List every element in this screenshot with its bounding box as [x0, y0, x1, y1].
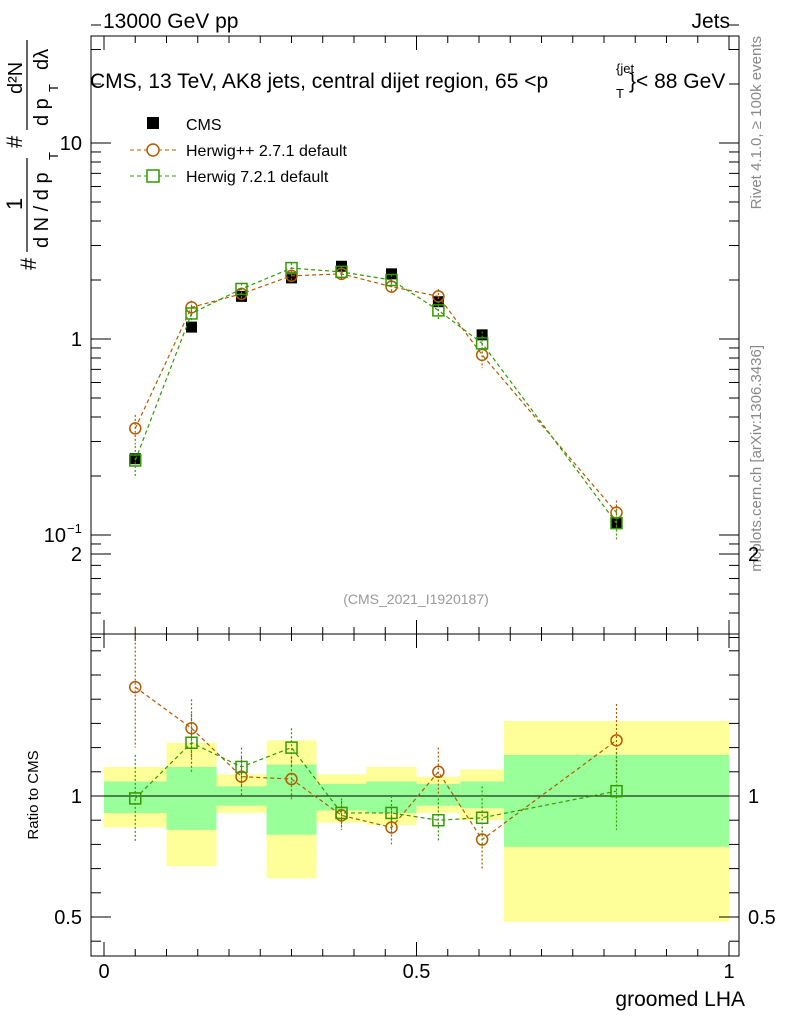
- ylabel-dn-dpt: d N / d p: [31, 172, 53, 248]
- ylabel-one: 1: [2, 198, 27, 210]
- cms-data-point: [286, 272, 297, 284]
- ratio-xtick-label: 0: [98, 961, 109, 983]
- ratio-xtick-label: 0.5: [403, 961, 431, 983]
- ratio-ytick-label: 0.5: [54, 907, 82, 929]
- series-line-2: [134, 267, 617, 524]
- series-line-1: [134, 273, 617, 514]
- ratio-xtick-label: 1: [723, 961, 734, 983]
- ratio-herwigpp-point: [285, 772, 298, 786]
- ratio-herwigpp-point: [432, 765, 445, 779]
- ratio-panel-frame: [90, 633, 740, 957]
- herwigpp-point: [475, 348, 489, 362]
- ylabel-hash: #: [16, 257, 41, 270]
- herwigpp-point: [285, 269, 298, 283]
- ylabel-hash-2: #: [2, 135, 27, 148]
- rivet-version-label: Rivet 4.1.0, ≥ 100k events: [748, 36, 765, 209]
- mcplots-reference-label: mcplots.cern.ch [arXiv:1306.3436]: [748, 345, 765, 572]
- main-ytick-label: 10: [44, 525, 66, 547]
- ylabel-dpt: d p: [31, 98, 53, 126]
- ratio-panel: 0.5 0.5 1 1 2 2 0 0.5 1: [54, 544, 776, 983]
- energy-label: 13000 GeV pp: [103, 10, 238, 33]
- ratio-ytick-label: 2: [71, 544, 82, 566]
- ratio-herwig7-point: [185, 736, 198, 750]
- main-ytick-label-exponent: −1: [67, 521, 82, 536]
- main-title-subscript: T: [616, 86, 624, 101]
- ratio-herwigpp-point: [610, 734, 623, 747]
- herwigpp-point: [385, 280, 398, 293]
- herwig7-point: [610, 516, 623, 530]
- ratio-herwigpp-point: [475, 833, 489, 846]
- ratio-ytick-label-right: 0.5: [748, 907, 776, 929]
- main-title: CMS, 13 TeV, AK8 jets, central dijet reg…: [90, 70, 548, 93]
- uncertainty-band-inner: [166, 766, 217, 830]
- herwig7-point: [432, 304, 445, 317]
- ylabel-d2n: d²N: [5, 62, 27, 94]
- main-title-superscript: {jet: [616, 61, 634, 76]
- main-title-tail: }< 88 GeV: [629, 70, 725, 93]
- herwig7-point: [475, 337, 489, 350]
- main-ytick-label: 1: [71, 329, 82, 351]
- ratio-series-line-0: [134, 686, 617, 841]
- uncertainty-band-inner: [266, 764, 317, 835]
- ratio-herwig7-point: [385, 806, 398, 820]
- ylabel-dlambda: dλ: [31, 49, 53, 70]
- ratio-xlabel: groomed LHA: [615, 988, 745, 1011]
- ratio-herwigpp-point: [129, 680, 142, 694]
- main-ylabel: # 1 d N / d p T # d²N d p T dλ: [2, 40, 61, 270]
- herwig7-point: [285, 261, 298, 275]
- ratio-herwig7-point: [129, 792, 142, 805]
- category-label: Jets: [691, 10, 730, 33]
- legend: CMS Herwig++ 2.7.1 default Herwig 7.2.1 …: [130, 117, 348, 186]
- legend-marker-herwigpp: [146, 143, 160, 157]
- legend-label-cms: CMS: [186, 117, 222, 134]
- ylabel-t-sub: T: [46, 152, 61, 160]
- herwig7-point: [129, 454, 142, 467]
- cms-data-point: [186, 321, 197, 333]
- herwig7-point: [185, 307, 198, 320]
- ratio-herwig7-point: [475, 811, 489, 825]
- uncertainty-band-inner: [416, 783, 461, 806]
- herwigpp-point: [129, 422, 142, 435]
- herwig7-point: [385, 273, 398, 287]
- main-ytick-label: 10: [60, 133, 82, 155]
- analysis-watermark: (CMS_2021_I1920187): [343, 591, 489, 607]
- legend-marker-herwig7: [146, 169, 160, 183]
- ratio-herwig7-point: [610, 784, 623, 798]
- ratio-ylabel: Ratio to CMS: [25, 750, 42, 839]
- ratio-herwig7-point: [335, 806, 348, 820]
- legend-label-herwigpp: Herwig++ 2.7.1 default: [186, 143, 348, 160]
- ratio-herwigpp-point: [235, 770, 248, 783]
- cms-data-point: [476, 329, 488, 341]
- ratio-ytick-label-right: 2: [748, 544, 759, 566]
- herwig7-point: [335, 265, 348, 279]
- legend-marker-cms: [147, 117, 159, 129]
- herwig7-point: [235, 282, 248, 296]
- ylabel-t-sub-2: T: [46, 84, 61, 92]
- ratio-herwig7-point: [285, 741, 298, 754]
- legend-label-herwig7: Herwig 7.2.1 default: [186, 169, 329, 186]
- ratio-ytick-label: 1: [71, 786, 82, 808]
- ratio-herwig7-point: [432, 813, 445, 827]
- ratio-ytick-label-right: 1: [748, 786, 759, 808]
- ratio-herwig7-point: [235, 760, 248, 774]
